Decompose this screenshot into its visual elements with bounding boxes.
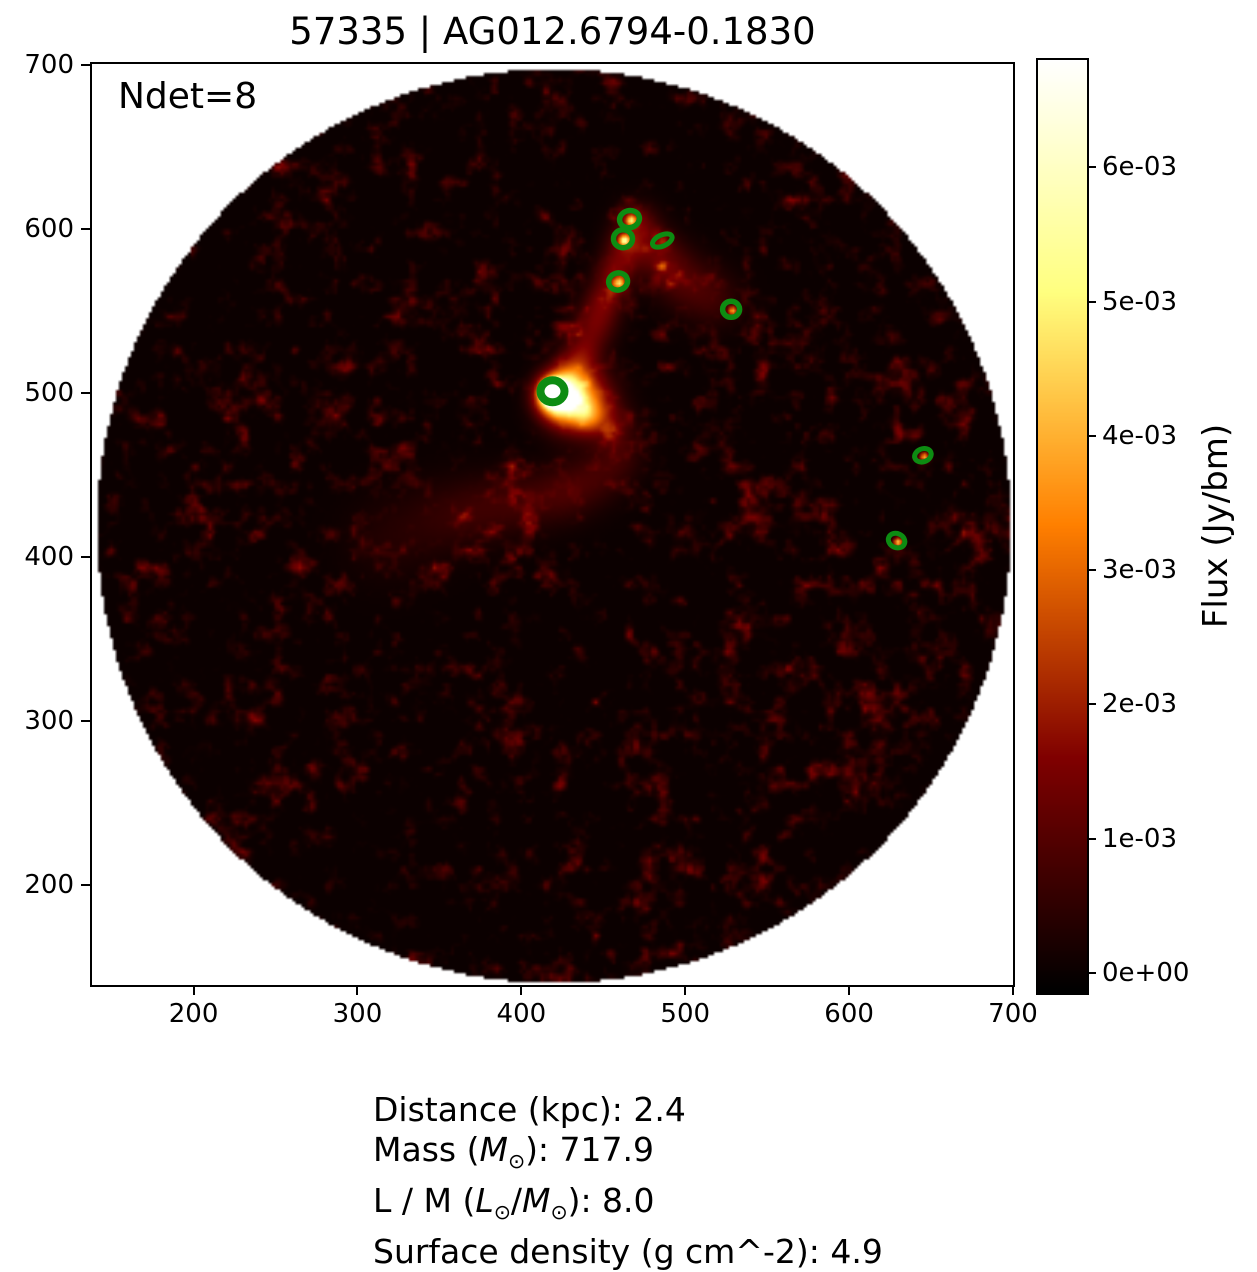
y-tick-label: 300 xyxy=(24,705,74,736)
y-tick-mark xyxy=(81,391,91,394)
colorbar-label: Flux (Jy/bm) xyxy=(1196,423,1236,629)
y-tick-label: 400 xyxy=(24,541,74,572)
info-text-segment: Distance (kpc): 2.4 xyxy=(373,1090,686,1129)
info-line: L / M (L⊙/M⊙): 8.0 xyxy=(373,1181,883,1232)
info-text-segment: M xyxy=(521,1181,551,1221)
colorbar xyxy=(1036,58,1089,995)
x-tick-mark xyxy=(1012,985,1014,995)
colorbar-tick-mark xyxy=(1087,837,1096,840)
info-text-segment: / xyxy=(510,1181,522,1221)
flux-map-image xyxy=(92,64,1013,985)
info-text-segment: ): 8.0 xyxy=(567,1181,655,1221)
x-tick-label: 200 xyxy=(168,999,219,1029)
plot-area: Ndet=8 xyxy=(90,62,1015,987)
y-tick-label: 700 xyxy=(24,49,74,80)
info-text-segment: ⊙ xyxy=(550,1200,568,1225)
detection-marker xyxy=(650,231,675,250)
plot-title: 57335 | AG012.6794-0.1830 xyxy=(289,10,816,53)
info-text-segment: Surface density (g cm^-2): 4.9 xyxy=(373,1232,883,1272)
colorbar-tick-label: 4e-03 xyxy=(1102,420,1178,451)
info-text-segment: ⊙ xyxy=(507,1149,526,1174)
y-tick-label: 200 xyxy=(24,869,74,900)
colorbar-tick-mark xyxy=(1087,971,1096,974)
y-tick-mark xyxy=(81,883,91,886)
x-tick-mark xyxy=(356,985,359,995)
detection-marker xyxy=(605,270,631,293)
info-line: Mass (M⊙): 717.9 xyxy=(373,1130,883,1181)
detection-marker xyxy=(912,446,934,465)
x-tick-label: 700 xyxy=(988,999,1038,1029)
colorbar-tick-mark xyxy=(1087,434,1096,437)
colorbar-tick-label: 1e-03 xyxy=(1102,823,1178,854)
info-line: Surface density (g cm^-2): 4.9 xyxy=(373,1232,883,1272)
colorbar-tick-label: 2e-03 xyxy=(1102,689,1178,720)
detection-marker xyxy=(616,207,643,231)
detection-marker xyxy=(610,227,636,251)
y-tick-label: 600 xyxy=(24,213,74,244)
info-text-segment: M xyxy=(479,1130,508,1169)
colorbar-tick-mark xyxy=(1087,703,1096,706)
detection-marker xyxy=(885,530,908,551)
info-block: Distance (kpc): 2.4 Mass (M⊙): 717.9 L / M… xyxy=(373,1090,883,1272)
y-tick-mark xyxy=(81,63,91,66)
y-tick-mark xyxy=(81,719,91,722)
ndet-annotation: Ndet=8 xyxy=(118,76,258,117)
info-text-segment: ): 717.9 xyxy=(525,1130,655,1169)
info-text-segment: L xyxy=(475,1181,494,1221)
info-text-segment: Mass ( xyxy=(373,1130,480,1169)
detection-markers-overlay xyxy=(536,207,934,551)
info-line: Distance (kpc): 2.4 xyxy=(373,1090,883,1130)
x-tick-label: 600 xyxy=(824,999,874,1029)
y-tick-label: 500 xyxy=(24,377,74,408)
colorbar-tick-label: 5e-03 xyxy=(1102,286,1178,317)
colorbar-gradient xyxy=(1038,60,1087,993)
colorbar-tick-mark xyxy=(1087,300,1096,303)
x-tick-mark xyxy=(684,985,687,995)
x-tick-label: 400 xyxy=(496,999,547,1029)
y-tick-mark xyxy=(81,555,91,558)
x-tick-mark xyxy=(520,985,523,995)
y-tick-mark xyxy=(81,227,91,230)
colorbar-tick-mark xyxy=(1087,569,1096,572)
x-tick-label: 500 xyxy=(660,999,711,1029)
info-text-segment: ⊙ xyxy=(493,1200,511,1225)
colorbar-tick-label: 6e-03 xyxy=(1102,152,1178,183)
colorbar-tick-label: 0e+00 xyxy=(1102,957,1190,988)
detection-marker xyxy=(719,298,743,321)
x-tick-mark xyxy=(848,985,851,995)
detection-marker xyxy=(536,376,569,407)
x-tick-mark xyxy=(192,985,195,995)
info-text-segment: L / M ( xyxy=(373,1181,476,1221)
colorbar-tick-label: 3e-03 xyxy=(1102,555,1178,586)
colorbar-tick-mark xyxy=(1087,166,1096,169)
x-tick-label: 300 xyxy=(332,999,383,1029)
